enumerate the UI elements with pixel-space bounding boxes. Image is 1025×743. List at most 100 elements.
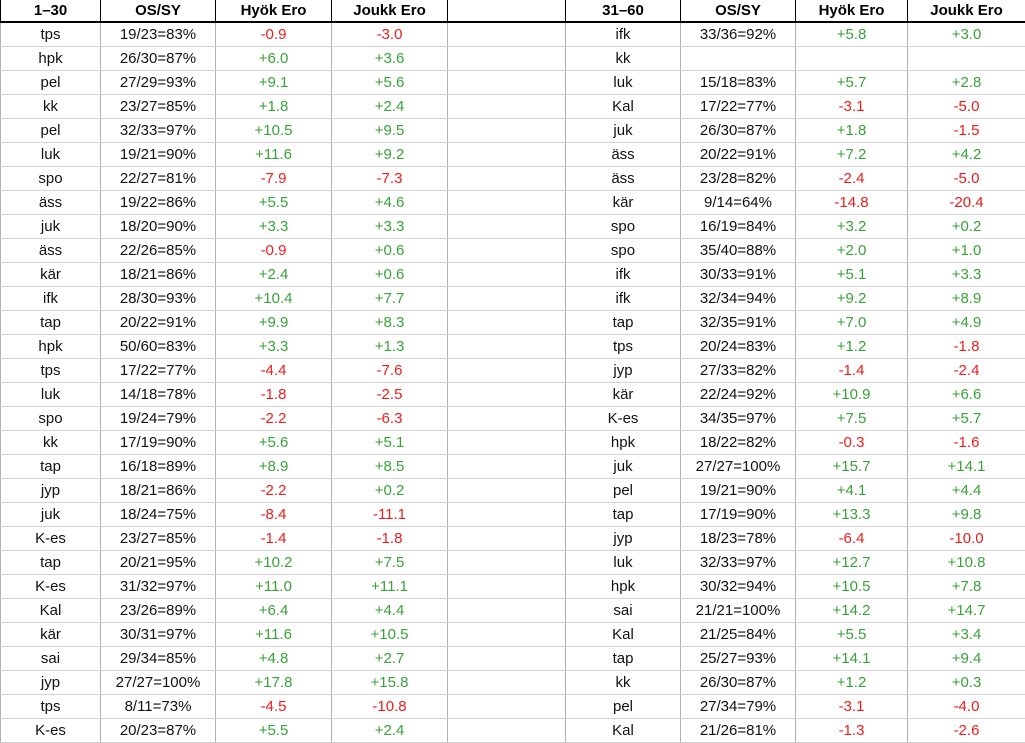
ossy-cell[interactable]: 27/34=79% (680, 694, 796, 719)
team-cell[interactable]: spo (565, 238, 681, 263)
joukk-ero-cell[interactable]: -5.0 (907, 166, 1025, 191)
ossy-cell[interactable]: 20/23=87% (100, 718, 216, 743)
joukk-ero-cell[interactable]: -4.0 (907, 694, 1025, 719)
ossy-cell[interactable]: 34/35=97% (680, 406, 796, 431)
ossy-cell[interactable]: 18/20=90% (100, 214, 216, 239)
hyok-ero-cell[interactable]: +3.2 (795, 214, 908, 239)
team-cell[interactable]: tap (0, 454, 101, 479)
hyok-ero-cell[interactable]: -1.3 (795, 718, 908, 743)
joukk-ero-cell[interactable]: +3.3 (331, 214, 448, 239)
spacer-cell[interactable] (447, 478, 566, 503)
team-cell[interactable]: spo (0, 406, 101, 431)
ossy-cell[interactable]: 21/25=84% (680, 622, 796, 647)
hyok-ero-cell[interactable]: -14.8 (795, 190, 908, 215)
joukk-ero-cell[interactable]: +0.2 (331, 478, 448, 503)
joukk-ero-cell[interactable]: +2.4 (331, 94, 448, 119)
team-cell[interactable]: luk (565, 550, 681, 575)
joukk-ero-cell[interactable]: +3.3 (907, 262, 1025, 287)
team-cell[interactable]: K-es (0, 526, 101, 551)
team-cell[interactable]: kk (0, 430, 101, 455)
team-cell[interactable]: jyp (565, 358, 681, 383)
joukk-ero-cell[interactable]: -7.3 (331, 166, 448, 191)
hyok-ero-cell[interactable]: -3.1 (795, 94, 908, 119)
joukk-ero-cell[interactable]: +10.5 (331, 622, 448, 647)
ossy-cell[interactable]: 31/32=97% (100, 574, 216, 599)
hyok-ero-cell[interactable]: -1.4 (795, 358, 908, 383)
spacer-cell[interactable] (447, 670, 566, 695)
joukk-ero-cell[interactable]: +2.8 (907, 70, 1025, 95)
header-hyok-left[interactable]: Hyök Ero (215, 0, 332, 23)
ossy-cell[interactable]: 27/33=82% (680, 358, 796, 383)
team-cell[interactable]: luk (0, 382, 101, 407)
spacer-cell[interactable] (447, 286, 566, 311)
spacer-cell[interactable] (447, 190, 566, 215)
joukk-ero-cell[interactable]: +5.6 (331, 70, 448, 95)
joukk-ero-cell[interactable]: +9.2 (331, 142, 448, 167)
team-cell[interactable]: Kal (0, 598, 101, 623)
joukk-ero-cell[interactable]: +0.6 (331, 262, 448, 287)
team-cell[interactable]: kk (0, 94, 101, 119)
hyok-ero-cell[interactable]: +10.4 (215, 286, 332, 311)
spacer-cell[interactable] (447, 142, 566, 167)
ossy-cell[interactable]: 22/24=92% (680, 382, 796, 407)
spacer-cell[interactable] (447, 526, 566, 551)
ossy-cell[interactable]: 23/26=89% (100, 598, 216, 623)
team-cell[interactable]: Kal (565, 622, 681, 647)
team-cell[interactable]: hpk (565, 574, 681, 599)
hyok-ero-cell[interactable]: +5.5 (215, 190, 332, 215)
joukk-ero-cell[interactable]: +6.6 (907, 382, 1025, 407)
team-cell[interactable]: kär (0, 262, 101, 287)
ossy-cell[interactable]: 18/21=86% (100, 262, 216, 287)
joukk-ero-cell[interactable]: +10.8 (907, 550, 1025, 575)
hyok-ero-cell[interactable]: -2.4 (795, 166, 908, 191)
joukk-ero-cell[interactable]: +1.0 (907, 238, 1025, 263)
ossy-cell[interactable]: 26/30=87% (100, 46, 216, 71)
ossy-cell[interactable]: 20/22=91% (680, 142, 796, 167)
spacer-cell[interactable] (447, 622, 566, 647)
hyok-ero-cell[interactable]: +2.4 (215, 262, 332, 287)
team-cell[interactable]: ifk (565, 22, 681, 47)
hyok-ero-cell[interactable]: +11.0 (215, 574, 332, 599)
hyok-ero-cell[interactable] (795, 46, 908, 71)
joukk-ero-cell[interactable]: -2.5 (331, 382, 448, 407)
joukk-ero-cell[interactable]: -10.8 (331, 694, 448, 719)
team-cell[interactable]: ifk (565, 286, 681, 311)
ossy-cell[interactable]: 20/21=95% (100, 550, 216, 575)
ossy-cell[interactable]: 30/31=97% (100, 622, 216, 647)
joukk-ero-cell[interactable]: +3.4 (907, 622, 1025, 647)
team-cell[interactable]: pel (565, 694, 681, 719)
team-cell[interactable]: tps (0, 358, 101, 383)
team-cell[interactable]: kk (565, 670, 681, 695)
ossy-cell[interactable]: 35/40=88% (680, 238, 796, 263)
ossy-cell[interactable]: 17/19=90% (100, 430, 216, 455)
ossy-cell[interactable] (680, 46, 796, 71)
hyok-ero-cell[interactable]: +5.5 (215, 718, 332, 743)
hyok-ero-cell[interactable]: +6.0 (215, 46, 332, 71)
hyok-ero-cell[interactable]: +3.3 (215, 334, 332, 359)
spacer-cell[interactable] (447, 550, 566, 575)
hyok-ero-cell[interactable]: -1.8 (215, 382, 332, 407)
hyok-ero-cell[interactable]: +9.1 (215, 70, 332, 95)
team-cell[interactable]: äss (565, 166, 681, 191)
team-cell[interactable]: Kal (565, 94, 681, 119)
team-cell[interactable]: spo (0, 166, 101, 191)
header-hyok-right[interactable]: Hyök Ero (795, 0, 908, 23)
joukk-ero-cell[interactable]: -6.3 (331, 406, 448, 431)
joukk-ero-cell[interactable]: -1.8 (331, 526, 448, 551)
hyok-ero-cell[interactable]: -1.4 (215, 526, 332, 551)
joukk-ero-cell[interactable]: -10.0 (907, 526, 1025, 551)
team-cell[interactable]: hpk (0, 334, 101, 359)
joukk-ero-cell[interactable]: +8.5 (331, 454, 448, 479)
ossy-cell[interactable]: 19/24=79% (100, 406, 216, 431)
team-cell[interactable]: jyp (0, 670, 101, 695)
ossy-cell[interactable]: 20/22=91% (100, 310, 216, 335)
team-cell[interactable]: luk (565, 70, 681, 95)
hyok-ero-cell[interactable]: -3.1 (795, 694, 908, 719)
team-cell[interactable]: ifk (0, 286, 101, 311)
spacer-cell[interactable] (447, 406, 566, 431)
team-cell[interactable]: pel (565, 478, 681, 503)
joukk-ero-cell[interactable]: +7.7 (331, 286, 448, 311)
team-cell[interactable]: kär (565, 190, 681, 215)
joukk-ero-cell[interactable]: -1.6 (907, 430, 1025, 455)
joukk-ero-cell[interactable]: +0.2 (907, 214, 1025, 239)
